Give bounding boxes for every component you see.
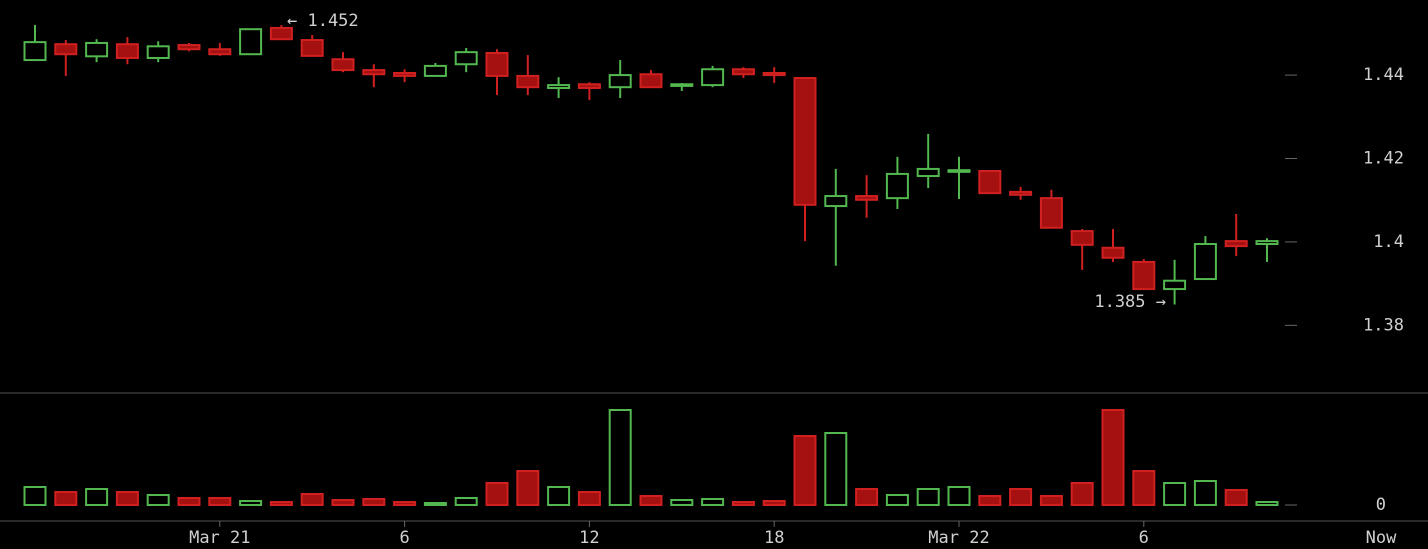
candle-body (485, 51, 509, 77)
y-tick-label: 1.38 (1363, 315, 1404, 335)
volume-bar (824, 432, 848, 506)
volume-bar (1039, 495, 1063, 506)
candle-body (423, 64, 447, 77)
volume-bar (1132, 470, 1156, 506)
volume-bar (885, 494, 909, 506)
x-tick-label: Mar 22 (928, 528, 989, 548)
volume-bar (54, 491, 78, 506)
x-tick-label: 6 (1139, 528, 1149, 548)
volume-bar (978, 495, 1002, 506)
candle-body (608, 74, 632, 89)
volume-bar (177, 497, 201, 506)
volume-bar (85, 488, 109, 506)
candle-body (269, 26, 293, 41)
candle-body (208, 48, 232, 56)
annotation: ← 1.452 (287, 11, 359, 31)
volume-bar (1193, 480, 1217, 506)
volume-bar (731, 501, 755, 506)
candle-body (855, 195, 879, 201)
candle-body (239, 28, 263, 56)
volume-bar (1009, 488, 1033, 506)
volume-bar (1255, 501, 1279, 506)
volume-bar (454, 497, 478, 506)
volume-bar (115, 491, 139, 506)
x-tick-label: Mar 21 (189, 528, 250, 548)
y-tick-label: 1.4 (1373, 232, 1404, 252)
volume-bar (762, 500, 786, 506)
candle-body (577, 83, 601, 90)
volume-bar (670, 499, 694, 506)
volume-bar (793, 435, 817, 506)
candle-body (824, 195, 848, 208)
volume-bar (1101, 409, 1125, 506)
annotation: 1.385 → (1094, 292, 1166, 312)
volume-bar (208, 497, 232, 506)
candle-body (177, 44, 201, 51)
candle-body (331, 58, 355, 72)
x-tick-label: 18 (764, 528, 784, 548)
volume-bar (423, 502, 447, 506)
candle-body (1009, 190, 1033, 196)
candle-body (300, 39, 324, 57)
volume-bar (239, 500, 263, 506)
candle-body (146, 45, 170, 59)
candle-body (547, 84, 571, 90)
candle-body (1255, 240, 1279, 246)
volume-bar (1070, 482, 1094, 506)
volume-bar (701, 498, 725, 506)
volume-bar (1163, 482, 1187, 506)
volume-bar (331, 499, 355, 506)
candle-body (1163, 279, 1187, 291)
x-tick-label: 12 (579, 528, 599, 548)
y-tick-label: 1.44 (1363, 65, 1404, 85)
volume-bar (855, 488, 879, 506)
candle-body (885, 172, 909, 200)
candle-body (978, 170, 1002, 195)
candle-body (393, 71, 417, 77)
volume-bar (516, 470, 540, 506)
now-label: Now (1366, 528, 1397, 548)
y-tick-label: 1.42 (1363, 149, 1404, 169)
volume-bar (608, 409, 632, 506)
volume-bar (1224, 489, 1248, 506)
candle-body (639, 73, 663, 89)
volume-bar (916, 488, 940, 506)
candle-body (1101, 246, 1125, 259)
candle-body (362, 69, 386, 76)
candle-body (916, 167, 940, 178)
volume-bar (146, 494, 170, 506)
volume-bar (393, 501, 417, 506)
candle-body (701, 68, 725, 87)
volume-bar (639, 495, 663, 506)
candle-body (85, 41, 109, 58)
x-tick-label: 6 (399, 528, 409, 548)
candle-body (516, 74, 540, 89)
candle-body (731, 68, 755, 76)
candle-body (1224, 240, 1248, 248)
volume-bar (362, 498, 386, 506)
volume-bar (485, 482, 509, 506)
candle-body (1070, 230, 1094, 246)
volume-bar (23, 486, 47, 506)
candle-body (793, 77, 817, 206)
candle-body (670, 83, 694, 87)
volume-tick-label: 0 (1376, 495, 1386, 515)
candle-body (762, 71, 786, 77)
candle-body (1039, 197, 1063, 229)
volume-bar (577, 491, 601, 506)
candle-body (115, 43, 139, 59)
volume-bar (300, 493, 324, 506)
candle-body (1193, 243, 1217, 281)
candle-body (1132, 260, 1156, 291)
candle-body (23, 41, 47, 62)
candle-body (54, 43, 78, 56)
candle-body (454, 51, 478, 66)
volume-bar (269, 501, 293, 506)
candle-body (947, 169, 971, 173)
volume-bar (947, 486, 971, 506)
volume-bar (547, 486, 571, 506)
